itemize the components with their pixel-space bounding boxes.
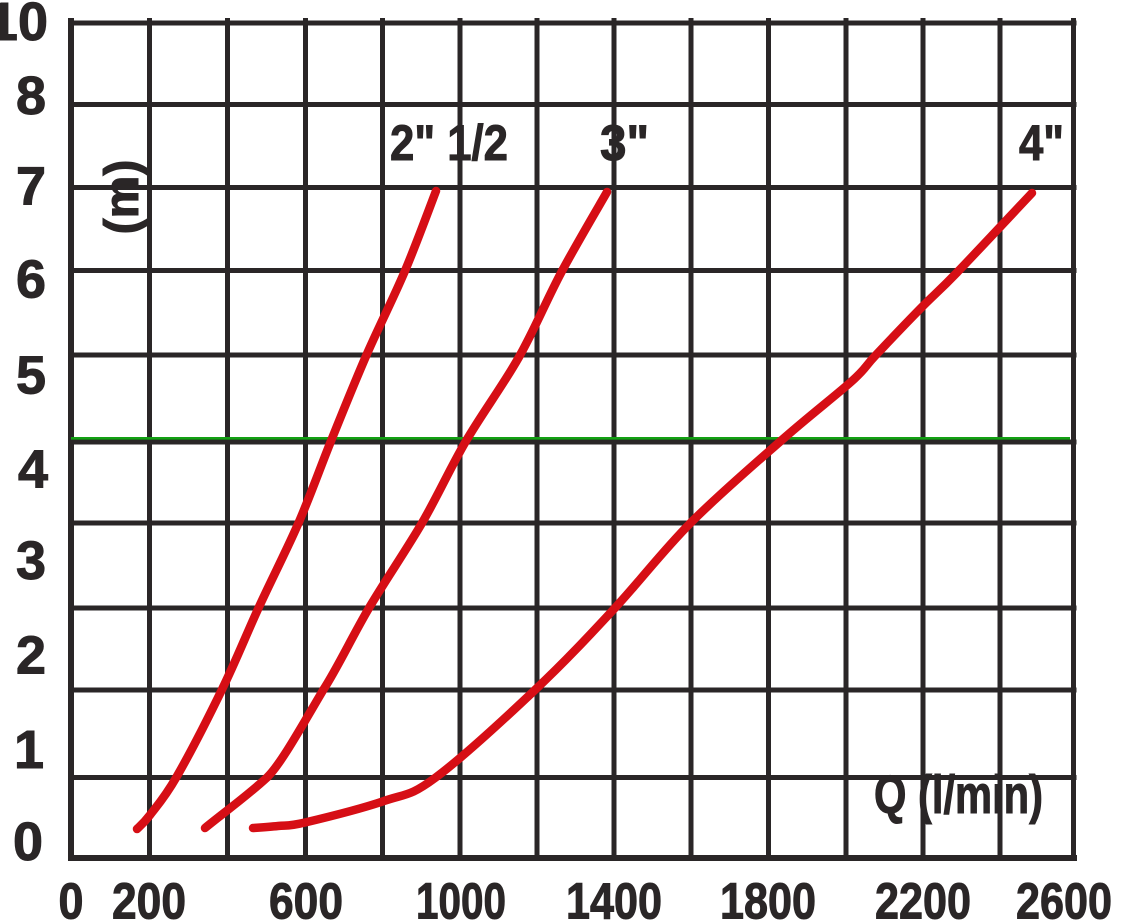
- svg-text:6: 6: [16, 250, 46, 310]
- svg-text:2" 1/2: 2" 1/2: [390, 115, 508, 171]
- svg-text:8: 8: [16, 66, 46, 126]
- svg-text:3: 3: [16, 531, 46, 591]
- svg-text:1: 1: [14, 720, 44, 780]
- svg-text:7: 7: [16, 157, 46, 217]
- svg-text:3": 3": [600, 115, 649, 171]
- svg-text:2200: 2200: [875, 873, 971, 920]
- svg-text:Q (l/min): Q (l/min): [874, 765, 1043, 825]
- svg-text:0: 0: [13, 812, 43, 872]
- svg-text:1000: 1000: [416, 873, 506, 920]
- svg-text:4": 4": [1019, 115, 1064, 171]
- svg-text:0: 0: [59, 873, 84, 920]
- svg-text:600: 600: [269, 873, 343, 920]
- svg-text:1800: 1800: [720, 873, 816, 920]
- svg-text:10: 10: [0, 0, 48, 52]
- svg-text:(m): (m): [96, 160, 149, 235]
- svg-text:4: 4: [18, 440, 48, 500]
- svg-text:1400: 1400: [566, 873, 662, 920]
- svg-text:200: 200: [112, 873, 186, 920]
- svg-text:5: 5: [16, 346, 46, 406]
- svg-text:2600: 2600: [1016, 873, 1112, 920]
- svg-text:2: 2: [16, 626, 46, 686]
